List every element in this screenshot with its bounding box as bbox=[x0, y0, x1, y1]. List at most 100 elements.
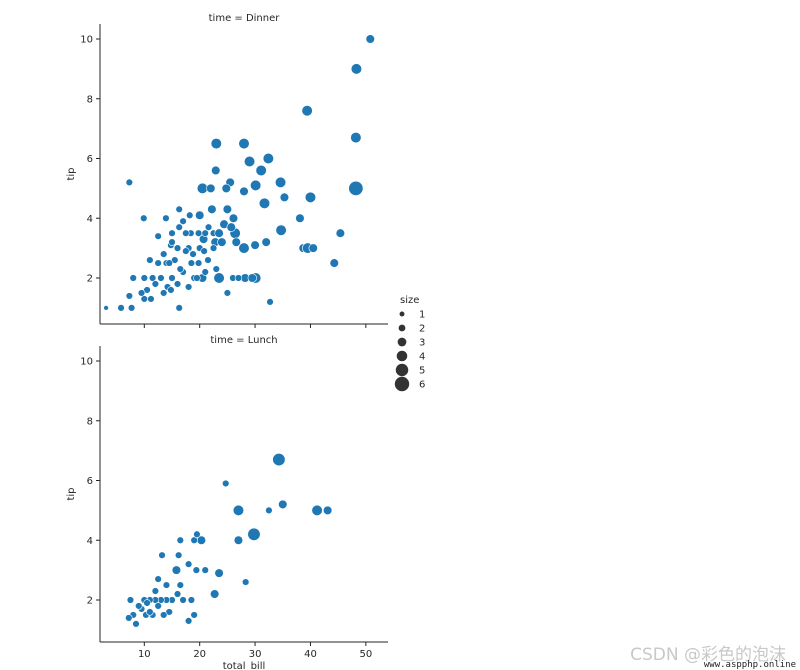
scatter-point bbox=[190, 611, 198, 619]
size-legend: size 1 2 3 4 5 6 bbox=[394, 295, 425, 392]
scatter-point bbox=[179, 217, 187, 225]
scatter-point bbox=[168, 229, 176, 237]
legend-label: 3 bbox=[419, 338, 425, 349]
scatter-point bbox=[189, 250, 197, 258]
scatter-point bbox=[222, 479, 230, 488]
scatter-point bbox=[350, 131, 362, 144]
scatter-point bbox=[204, 223, 213, 231]
scatter-point bbox=[162, 581, 171, 589]
scatter-point bbox=[151, 587, 160, 595]
scatter-point bbox=[175, 223, 183, 231]
scatter-point bbox=[117, 304, 125, 312]
scatter-point bbox=[143, 599, 151, 607]
scatter-point bbox=[210, 137, 222, 150]
scatter-point bbox=[154, 575, 162, 583]
x-tick-label: 50 bbox=[359, 649, 372, 660]
scatter-point bbox=[279, 192, 290, 202]
scatter-point bbox=[308, 243, 318, 253]
scatter-point bbox=[175, 205, 183, 213]
scatter-point bbox=[103, 305, 109, 311]
ticks-dinner: 2 4 6 8 10 bbox=[80, 35, 367, 328]
scatter-point bbox=[175, 304, 183, 312]
scatter-point bbox=[125, 614, 133, 622]
scatter-point bbox=[192, 566, 201, 574]
legend-title: size bbox=[400, 295, 419, 306]
scatter-point bbox=[184, 560, 193, 568]
scatter-point bbox=[234, 274, 243, 282]
scatter-point bbox=[222, 204, 233, 214]
scatter-point bbox=[158, 551, 166, 559]
scatter-point bbox=[129, 274, 137, 282]
scatter-point bbox=[247, 273, 257, 283]
scatter-point bbox=[272, 453, 286, 467]
scatter-point bbox=[201, 268, 209, 276]
scatter-point bbox=[265, 506, 273, 515]
scatter-point bbox=[194, 259, 203, 267]
scatter-point bbox=[335, 228, 346, 238]
scatter-point bbox=[204, 256, 212, 264]
panel-lunch: time = Lunch tip total_bill 2 4 6 8 10 10 20 30… bbox=[66, 335, 388, 670]
legend-label: 4 bbox=[419, 352, 425, 363]
legend-label: 5 bbox=[419, 366, 425, 377]
legend-marker bbox=[396, 350, 408, 362]
y-tick-label: 10 bbox=[80, 35, 93, 46]
scatter-point bbox=[348, 180, 364, 196]
scatter-point bbox=[179, 596, 187, 604]
scatter-point bbox=[232, 504, 245, 516]
scatter-point bbox=[255, 164, 267, 177]
scatter-point bbox=[171, 565, 182, 575]
y-axis-title-dinner: tip bbox=[66, 167, 77, 180]
scatter-point bbox=[278, 499, 288, 510]
scatter-point bbox=[247, 527, 261, 541]
scatter-point bbox=[126, 596, 135, 604]
scatter-point bbox=[209, 589, 220, 599]
scatter-point bbox=[165, 259, 173, 267]
scatter-point bbox=[261, 237, 271, 247]
scatter-point bbox=[162, 214, 170, 222]
ticks-lunch: 2 4 6 8 10 10 20 30 40 50 bbox=[80, 357, 372, 661]
scatter-point bbox=[206, 183, 216, 194]
scatter-point bbox=[223, 289, 232, 297]
scatter-point bbox=[182, 229, 190, 237]
scatter-point bbox=[184, 283, 193, 291]
scatter-point bbox=[209, 244, 218, 252]
scatter-point bbox=[187, 596, 196, 604]
scatter-point bbox=[365, 34, 375, 44]
panel-title-lunch: time = Lunch bbox=[210, 335, 277, 346]
x-tick-label: 30 bbox=[249, 649, 262, 660]
scatter-point bbox=[168, 238, 176, 246]
watermark-subtext: www.aspphp.online bbox=[703, 660, 796, 670]
x-tick-label: 10 bbox=[138, 649, 151, 660]
scatter-point bbox=[207, 204, 217, 214]
scatter-point bbox=[201, 229, 209, 237]
scatter-point bbox=[159, 289, 168, 297]
panel-dinner: time = Dinner tip 2 4 6 8 10 bbox=[66, 13, 388, 328]
y-tick-label: 4 bbox=[87, 214, 93, 225]
y-tick-label: 2 bbox=[87, 596, 93, 607]
scatter-point bbox=[214, 568, 224, 578]
scatter-point bbox=[127, 304, 136, 312]
scatter-point bbox=[217, 237, 227, 247]
scatter-point bbox=[201, 566, 209, 574]
scatter-point bbox=[176, 265, 185, 273]
scatter-point bbox=[154, 259, 162, 267]
scatter-point bbox=[146, 256, 154, 264]
scatter-point bbox=[221, 183, 231, 194]
legend-marker bbox=[398, 324, 406, 332]
legend-label: 1 bbox=[419, 310, 425, 321]
legend-marker bbox=[399, 311, 405, 317]
scatter-point bbox=[250, 179, 262, 191]
scatter-point bbox=[262, 152, 274, 165]
scatter-point bbox=[226, 222, 236, 232]
scatter-point bbox=[159, 611, 168, 619]
scatter-point bbox=[140, 274, 149, 282]
legend-marker bbox=[395, 363, 409, 377]
scatter-point bbox=[322, 505, 333, 516]
scatter-point bbox=[140, 214, 148, 222]
scatter-point bbox=[241, 578, 250, 586]
scatter-point bbox=[167, 286, 175, 294]
scatter-point bbox=[193, 274, 201, 282]
y-tick-label: 6 bbox=[87, 154, 93, 165]
y-tick-label: 8 bbox=[87, 94, 93, 105]
